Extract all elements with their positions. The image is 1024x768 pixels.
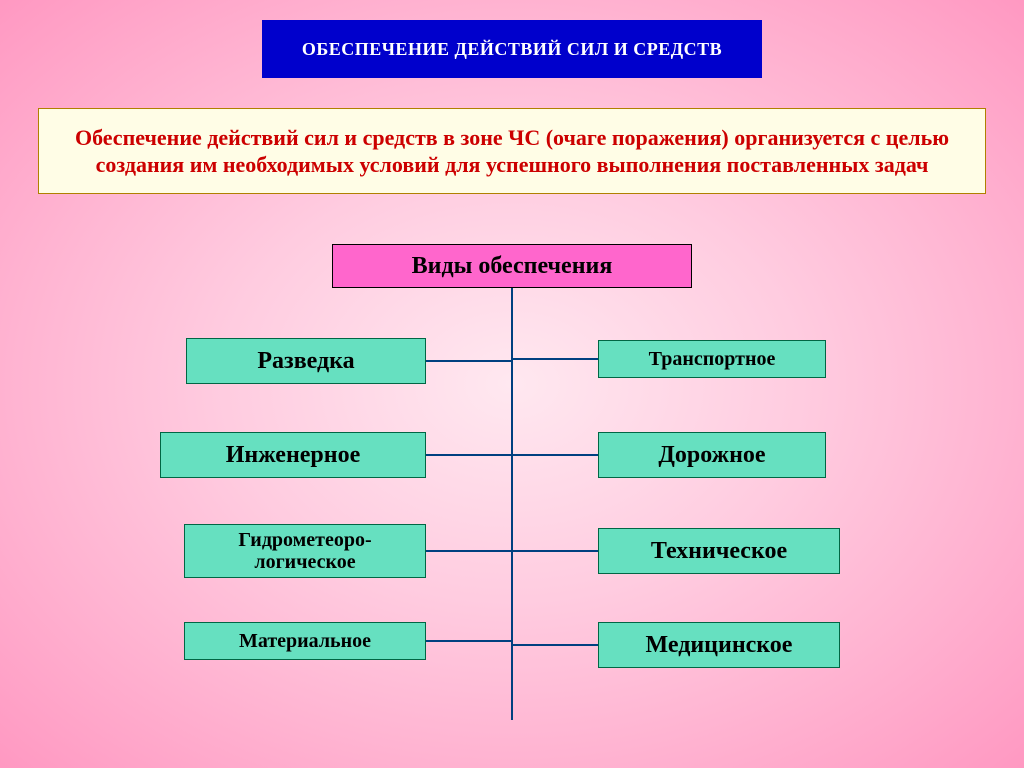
title-box: ОБЕСПЕЧЕНИЕ ДЕЙСТВИЙ СИЛ И СРЕДСТВ <box>262 20 762 78</box>
tree-node-n8: Медицинское <box>598 622 840 668</box>
tree-node-label: Транспортное <box>649 348 776 370</box>
tree-node-label: Гидрометеоро- логическое <box>238 529 371 573</box>
tree-node-n6: Дорожное <box>598 432 826 478</box>
tree-node-label: Разведка <box>257 348 354 374</box>
tree-node-label: Инженерное <box>226 442 361 468</box>
tree-node-label: Дорожное <box>658 442 765 468</box>
tree-node-label: Техническое <box>651 538 787 564</box>
tree-node-n7: Техническое <box>598 528 840 574</box>
root-node: Виды обеспечения <box>332 244 692 288</box>
tree-node-n5: Транспортное <box>598 340 826 378</box>
tree-node-n3: Гидрометеоро- логическое <box>184 524 426 578</box>
tree-node-n2: Инженерное <box>160 432 426 478</box>
description-text: Обеспечение действий сил и средств в зон… <box>67 124 957 179</box>
root-label: Виды обеспечения <box>412 253 613 280</box>
tree-node-n1: Разведка <box>186 338 426 384</box>
description-box: Обеспечение действий сил и средств в зон… <box>38 108 986 194</box>
tree-node-label: Материальное <box>239 630 371 652</box>
title-text: ОБЕСПЕЧЕНИЕ ДЕЙСТВИЙ СИЛ И СРЕДСТВ <box>302 39 722 60</box>
tree-node-n4: Материальное <box>184 622 426 660</box>
tree-node-label: Медицинское <box>646 632 793 658</box>
